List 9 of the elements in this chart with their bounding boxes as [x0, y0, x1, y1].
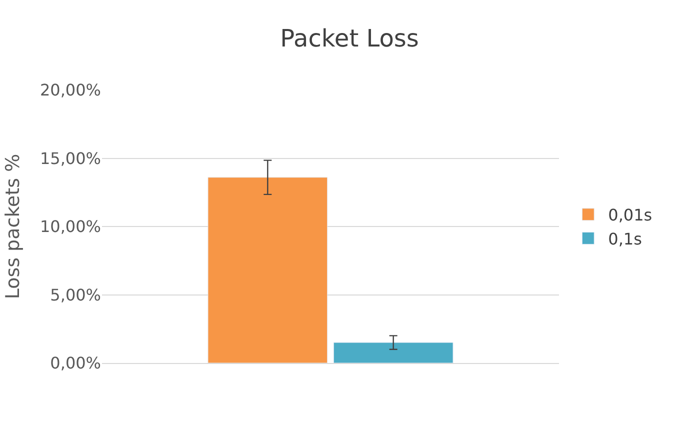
legend-label: 0,01s: [608, 206, 652, 225]
legend-label: 0,1s: [608, 229, 642, 248]
y-tick-label: 10,00%: [40, 217, 101, 236]
y-tick-label: 20,00%: [40, 80, 101, 100]
chart-title: Packet Loss: [280, 24, 419, 52]
y-tick-label: 5,00%: [50, 285, 101, 304]
y-axis-title: Loss packets %: [2, 154, 24, 300]
y-tick-label: 0,00%: [50, 354, 101, 373]
y-tick-label: 15,00%: [40, 148, 101, 168]
